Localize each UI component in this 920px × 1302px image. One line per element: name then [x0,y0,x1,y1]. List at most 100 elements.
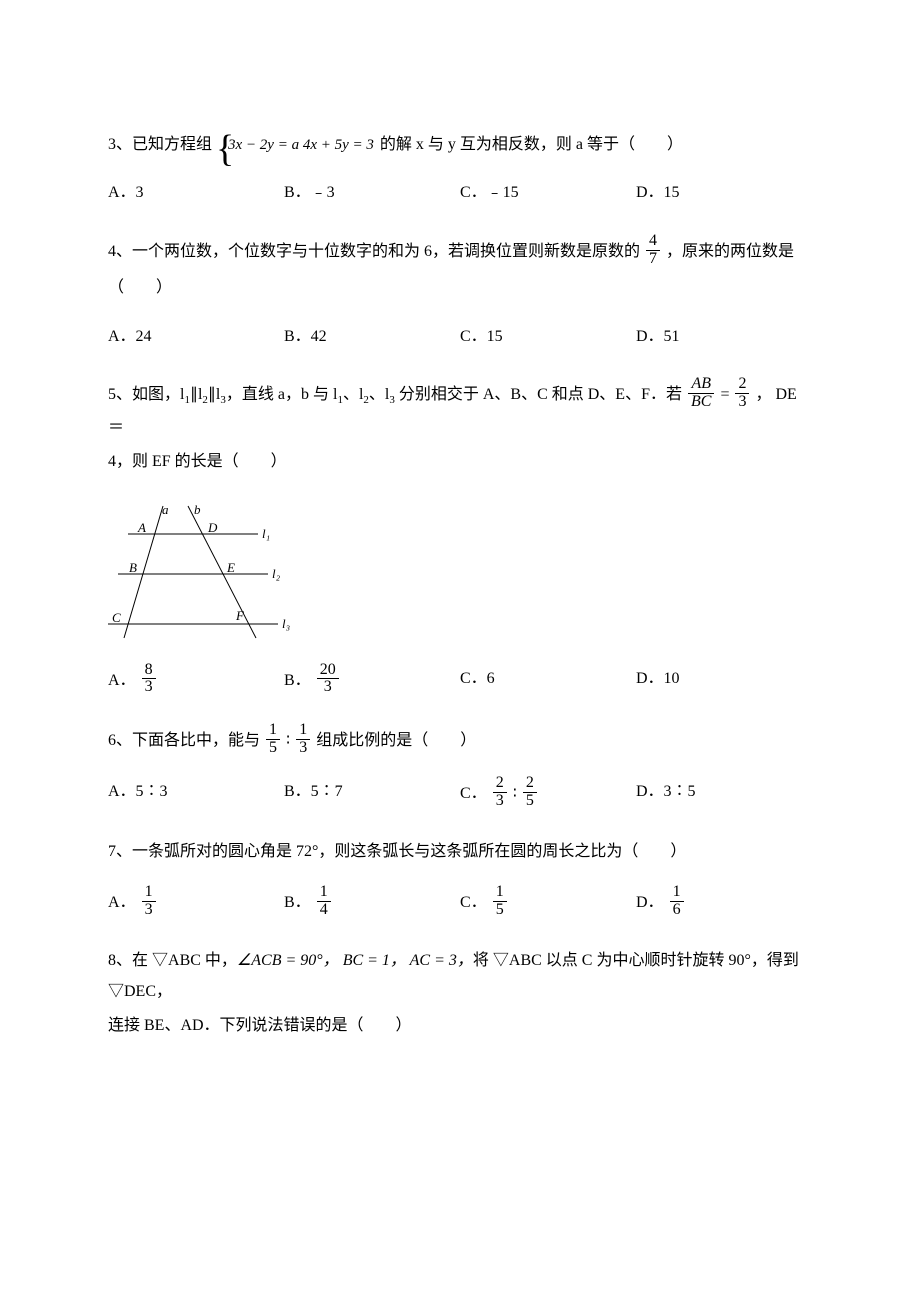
q6-optC-f2-num: 2 [523,775,537,793]
question-8: 8、在 ▽ABC 中，∠ACB = 90°， BC = 1， AC = 3，将 … [108,946,812,1041]
q5-option-d: D．10 [636,664,812,699]
q5-eq: = [720,386,733,403]
q3-eq2: 4x + 5y = 3 [303,137,374,153]
fig-label-D: D [207,520,218,535]
q6-stem: 6、下面各比中，能与 1 5 ∶ 1 3 组成比例的是（ ） [108,724,812,759]
q6-optC-f1-den: 3 [493,793,507,810]
q4-option-d: D．51 [636,322,812,352]
q3-option-b: B．﹣3 [284,178,460,208]
q7-optB-num: 1 [317,884,331,902]
fig-label-l2: l₂ [272,566,281,581]
q6-optC-colon: ∶ [513,785,517,802]
q6-optC-frac2: 2 5 [523,775,537,810]
question-6: 6、下面各比中，能与 1 5 ∶ 1 3 组成比例的是（ ） A．5∶3 B．5… [108,724,812,811]
q5-stem-line2: 4，则 EF 的长是（ ） [108,447,812,477]
q6-optC-frac1: 2 3 [493,775,507,810]
q4-option-b: B．42 [284,322,460,352]
q7-optB-frac: 1 4 [317,884,331,919]
fig-label-A: A [137,520,146,535]
q5-frac2-den: 3 [735,394,749,411]
q4-frac-den: 7 [646,251,660,268]
q5-frac-2-3: 2 3 [735,376,749,411]
q4-stem-line2: （ ） [108,273,812,303]
q7-option-d: D． 1 6 [636,886,812,921]
q7-options: A． 1 3 B． 1 4 C． 1 5 [108,886,812,921]
q3-number: 3、 [108,136,132,153]
q3-option-d: D．15 [636,178,812,208]
q4-option-c: C．15 [460,322,636,352]
q5-mid: ，直线 a，b 与 l [226,386,338,403]
q8-stem: 8、在 ▽ABC 中，∠ACB = 90°， BC = 1， AC = 3，将 … [108,946,812,1041]
q7-option-b: B． 1 4 [284,886,460,921]
q6-options: A．5∶3 B．5∶7 C． 2 3 ∶ 2 5 D．3∶5 [108,777,812,812]
q5-stem-pre: 如图，l [132,386,184,403]
exam-page: 3、已知方程组 3x − 2y = a 4x + 5y = 3 的解 x 与 y… [0,0,920,1127]
q6-option-b: B．5∶7 [284,777,460,812]
q6-option-d: D．3∶5 [636,777,812,812]
q3-eq1: 3x − 2y = a [228,137,299,153]
q5-ms2: 、l [369,386,389,403]
q6-stem-post: 组成比例的是（ ） [316,732,476,749]
q7-optD-num: 1 [670,884,684,902]
fig-label-l3: l₃ [282,616,290,631]
q5-optB-label: B． [284,672,311,689]
q7-optC-num: 1 [493,884,507,902]
q7-number: 7、 [108,843,132,860]
q5-options: A． 8 3 B． 20 3 C．6 D．10 [108,664,812,699]
q6-stem-pre: 下面各比中，能与 [132,732,260,749]
q7-option-c: C． 1 5 [460,886,636,921]
q6-optC-label: C． [460,785,487,802]
q5-optB-den: 3 [317,679,339,696]
q5-option-a: A． 8 3 [108,664,284,699]
question-7: 7、一条弧所对的圆心角是 72°，则这条弧长与这条弧所在圆的周长之比为（ ） A… [108,837,812,920]
q5-ms1: 、l [343,386,363,403]
q5-optB-frac: 20 3 [317,662,339,697]
q5-mid2: 分别相交于 A、B、C 和点 D、E、F．若 [395,386,686,403]
fig-label-a: a [162,502,169,517]
q6-option-c: C． 2 3 ∶ 2 5 [460,777,636,812]
question-5: 5、如图，l1∥l2∥l3，直线 a，b 与 l1、l2、l3 分别相交于 A、… [108,378,812,698]
q6-optC-f2-den: 5 [523,793,537,810]
q5-frac1-den: BC [688,394,714,411]
q7-optC-frac: 1 5 [493,884,507,919]
q6-f1-num: 1 [266,722,280,740]
q7-stem: 7、一条弧所对的圆心角是 72°，则这条弧长与这条弧所在圆的周长之比为（ ） [108,837,812,867]
q6-f2-num: 1 [296,722,310,740]
q3-stem: 3、已知方程组 3x − 2y = a 4x + 5y = 3 的解 x 与 y… [108,130,812,160]
q5-optA-frac: 8 3 [142,662,156,697]
q3-option-a: A．3 [108,178,284,208]
q4-stem-pre: 一个两位数，个位数字与十位数字的和为 6，若调换位置则新数是原数的 [132,243,640,260]
q5-frac2-num: 2 [735,376,749,394]
q5-optB-num: 20 [317,662,339,680]
q6-f1-den: 5 [266,740,280,757]
q5-frac-ab-bc: AB BC [688,376,714,411]
q7-optB-den: 4 [317,902,331,919]
question-4: 4、一个两位数，个位数字与十位数字的和为 6，若调换位置则新数是原数的 4 7 … [108,235,812,352]
q5-optA-den: 3 [142,679,156,696]
q6-f2-den: 3 [296,740,310,757]
fig-label-E: E [226,560,235,575]
q3-options: A．3 B．﹣3 C．﹣15 D．15 [108,178,812,208]
q5-option-c: C．6 [460,664,636,699]
q6-optC-f1-num: 2 [493,775,507,793]
q7-option-a: A． 1 3 [108,886,284,921]
q8-number: 8、 [108,952,132,969]
q5-optA-label: A． [108,672,136,689]
q8-ang: ∠ACB = 90°， [237,952,339,969]
q7-optD-label: D． [636,894,664,911]
q6-number: 6、 [108,732,132,749]
q8-ac: AC = 3， [406,952,473,969]
q4-frac-num: 4 [646,233,660,251]
q4-fraction: 4 7 [646,233,660,268]
fig-label-C: C [112,610,121,625]
question-3: 3、已知方程组 3x − 2y = a 4x + 5y = 3 的解 x 与 y… [108,130,812,209]
q8-stem-line2: 连接 BE、AD．下列说法错误的是（ ） [108,1011,812,1041]
fig-label-F: F [235,608,245,623]
fig-label-B: B [129,560,137,575]
q8-bc: BC = 1， [339,952,406,969]
q6-option-a: A．5∶3 [108,777,284,812]
q5-figure: a b A D B E C F l₁ l₂ l₃ [108,496,812,646]
q7-optD-frac: 1 6 [670,884,684,919]
q7-optC-den: 5 [493,902,507,919]
q6-frac2: 1 3 [296,722,310,757]
